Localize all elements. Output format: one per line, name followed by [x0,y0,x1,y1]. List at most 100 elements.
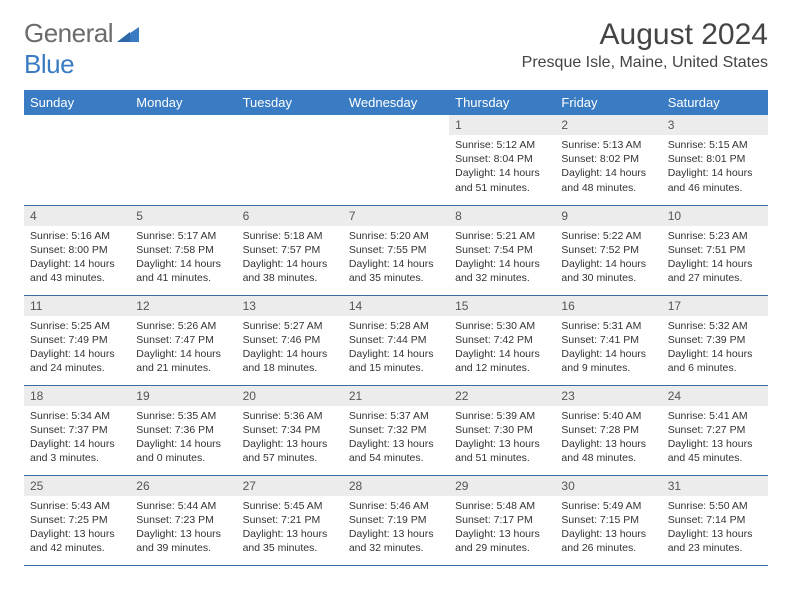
day-cell: 28Sunrise: 5:46 AMSunset: 7:19 PMDayligh… [343,475,449,565]
day-cell: 10Sunrise: 5:23 AMSunset: 7:51 PMDayligh… [662,205,768,295]
day-cell: 23Sunrise: 5:40 AMSunset: 7:28 PMDayligh… [555,385,661,475]
day-number: 27 [237,476,343,496]
weekday-thursday: Thursday [449,90,555,115]
day-details: Sunrise: 5:44 AMSunset: 7:23 PMDaylight:… [130,496,236,560]
day-cell: 19Sunrise: 5:35 AMSunset: 7:36 PMDayligh… [130,385,236,475]
weekday-header-row: SundayMondayTuesdayWednesdayThursdayFrid… [24,90,768,115]
day-cell: 18Sunrise: 5:34 AMSunset: 7:37 PMDayligh… [24,385,130,475]
day-number: 11 [24,296,130,316]
day-details: Sunrise: 5:23 AMSunset: 7:51 PMDaylight:… [662,226,768,290]
day-number: 24 [662,386,768,406]
day-number: 31 [662,476,768,496]
weekday-tuesday: Tuesday [237,90,343,115]
calendar-row: 4Sunrise: 5:16 AMSunset: 8:00 PMDaylight… [24,205,768,295]
day-details: Sunrise: 5:40 AMSunset: 7:28 PMDaylight:… [555,406,661,470]
day-cell: 25Sunrise: 5:43 AMSunset: 7:25 PMDayligh… [24,475,130,565]
header: GeneralBlue August 2024 Presque Isle, Ma… [24,18,768,80]
day-cell: 9Sunrise: 5:22 AMSunset: 7:52 PMDaylight… [555,205,661,295]
day-cell: 5Sunrise: 5:17 AMSunset: 7:58 PMDaylight… [130,205,236,295]
day-details: Sunrise: 5:37 AMSunset: 7:32 PMDaylight:… [343,406,449,470]
day-cell: 1Sunrise: 5:12 AMSunset: 8:04 PMDaylight… [449,115,555,205]
day-details: Sunrise: 5:21 AMSunset: 7:54 PMDaylight:… [449,226,555,290]
logo-triangle-icon [117,18,139,49]
day-number: 15 [449,296,555,316]
day-details: Sunrise: 5:39 AMSunset: 7:30 PMDaylight:… [449,406,555,470]
day-number: 29 [449,476,555,496]
day-number: 8 [449,206,555,226]
day-cell: 22Sunrise: 5:39 AMSunset: 7:30 PMDayligh… [449,385,555,475]
day-number: 5 [130,206,236,226]
day-details: Sunrise: 5:13 AMSunset: 8:02 PMDaylight:… [555,135,661,199]
day-number: 2 [555,115,661,135]
empty-cell [237,115,343,205]
day-cell: 24Sunrise: 5:41 AMSunset: 7:27 PMDayligh… [662,385,768,475]
day-cell: 21Sunrise: 5:37 AMSunset: 7:32 PMDayligh… [343,385,449,475]
day-number: 10 [662,206,768,226]
day-cell: 7Sunrise: 5:20 AMSunset: 7:55 PMDaylight… [343,205,449,295]
day-number: 19 [130,386,236,406]
day-details: Sunrise: 5:20 AMSunset: 7:55 PMDaylight:… [343,226,449,290]
empty-cell [130,115,236,205]
day-cell: 12Sunrise: 5:26 AMSunset: 7:47 PMDayligh… [130,295,236,385]
location: Presque Isle, Maine, United States [522,54,768,72]
day-number: 26 [130,476,236,496]
day-number: 17 [662,296,768,316]
day-details: Sunrise: 5:50 AMSunset: 7:14 PMDaylight:… [662,496,768,560]
day-cell: 8Sunrise: 5:21 AMSunset: 7:54 PMDaylight… [449,205,555,295]
day-details: Sunrise: 5:18 AMSunset: 7:57 PMDaylight:… [237,226,343,290]
day-cell: 20Sunrise: 5:36 AMSunset: 7:34 PMDayligh… [237,385,343,475]
day-cell: 30Sunrise: 5:49 AMSunset: 7:15 PMDayligh… [555,475,661,565]
day-cell: 6Sunrise: 5:18 AMSunset: 7:57 PMDaylight… [237,205,343,295]
day-details: Sunrise: 5:49 AMSunset: 7:15 PMDaylight:… [555,496,661,560]
day-cell: 17Sunrise: 5:32 AMSunset: 7:39 PMDayligh… [662,295,768,385]
day-details: Sunrise: 5:27 AMSunset: 7:46 PMDaylight:… [237,316,343,380]
day-number: 1 [449,115,555,135]
day-cell: 27Sunrise: 5:45 AMSunset: 7:21 PMDayligh… [237,475,343,565]
day-number: 16 [555,296,661,316]
day-details: Sunrise: 5:17 AMSunset: 7:58 PMDaylight:… [130,226,236,290]
day-details: Sunrise: 5:16 AMSunset: 8:00 PMDaylight:… [24,226,130,290]
empty-cell [24,115,130,205]
day-number: 28 [343,476,449,496]
day-details: Sunrise: 5:32 AMSunset: 7:39 PMDaylight:… [662,316,768,380]
day-cell: 3Sunrise: 5:15 AMSunset: 8:01 PMDaylight… [662,115,768,205]
weekday-wednesday: Wednesday [343,90,449,115]
day-cell: 4Sunrise: 5:16 AMSunset: 8:00 PMDaylight… [24,205,130,295]
day-details: Sunrise: 5:22 AMSunset: 7:52 PMDaylight:… [555,226,661,290]
day-cell: 11Sunrise: 5:25 AMSunset: 7:49 PMDayligh… [24,295,130,385]
day-details: Sunrise: 5:43 AMSunset: 7:25 PMDaylight:… [24,496,130,560]
day-number: 9 [555,206,661,226]
day-cell: 14Sunrise: 5:28 AMSunset: 7:44 PMDayligh… [343,295,449,385]
title-block: August 2024 Presque Isle, Maine, United … [522,18,768,72]
day-details: Sunrise: 5:46 AMSunset: 7:19 PMDaylight:… [343,496,449,560]
calendar-row: 18Sunrise: 5:34 AMSunset: 7:37 PMDayligh… [24,385,768,475]
calendar-row: 1Sunrise: 5:12 AMSunset: 8:04 PMDaylight… [24,115,768,205]
day-number: 30 [555,476,661,496]
calendar-table: SundayMondayTuesdayWednesdayThursdayFrid… [24,90,768,566]
empty-cell [343,115,449,205]
day-details: Sunrise: 5:34 AMSunset: 7:37 PMDaylight:… [24,406,130,470]
day-number: 23 [555,386,661,406]
day-details: Sunrise: 5:48 AMSunset: 7:17 PMDaylight:… [449,496,555,560]
day-details: Sunrise: 5:26 AMSunset: 7:47 PMDaylight:… [130,316,236,380]
day-details: Sunrise: 5:28 AMSunset: 7:44 PMDaylight:… [343,316,449,380]
day-number: 18 [24,386,130,406]
day-details: Sunrise: 5:30 AMSunset: 7:42 PMDaylight:… [449,316,555,380]
day-number: 6 [237,206,343,226]
calendar-body: 1Sunrise: 5:12 AMSunset: 8:04 PMDaylight… [24,115,768,565]
day-cell: 31Sunrise: 5:50 AMSunset: 7:14 PMDayligh… [662,475,768,565]
day-number: 7 [343,206,449,226]
day-details: Sunrise: 5:15 AMSunset: 8:01 PMDaylight:… [662,135,768,199]
weekday-friday: Friday [555,90,661,115]
day-details: Sunrise: 5:25 AMSunset: 7:49 PMDaylight:… [24,316,130,380]
day-details: Sunrise: 5:45 AMSunset: 7:21 PMDaylight:… [237,496,343,560]
calendar-row: 11Sunrise: 5:25 AMSunset: 7:49 PMDayligh… [24,295,768,385]
logo-word2: Blue [24,49,74,79]
day-cell: 26Sunrise: 5:44 AMSunset: 7:23 PMDayligh… [130,475,236,565]
day-number: 13 [237,296,343,316]
day-details: Sunrise: 5:31 AMSunset: 7:41 PMDaylight:… [555,316,661,380]
day-number: 14 [343,296,449,316]
day-details: Sunrise: 5:35 AMSunset: 7:36 PMDaylight:… [130,406,236,470]
day-number: 25 [24,476,130,496]
day-details: Sunrise: 5:12 AMSunset: 8:04 PMDaylight:… [449,135,555,199]
